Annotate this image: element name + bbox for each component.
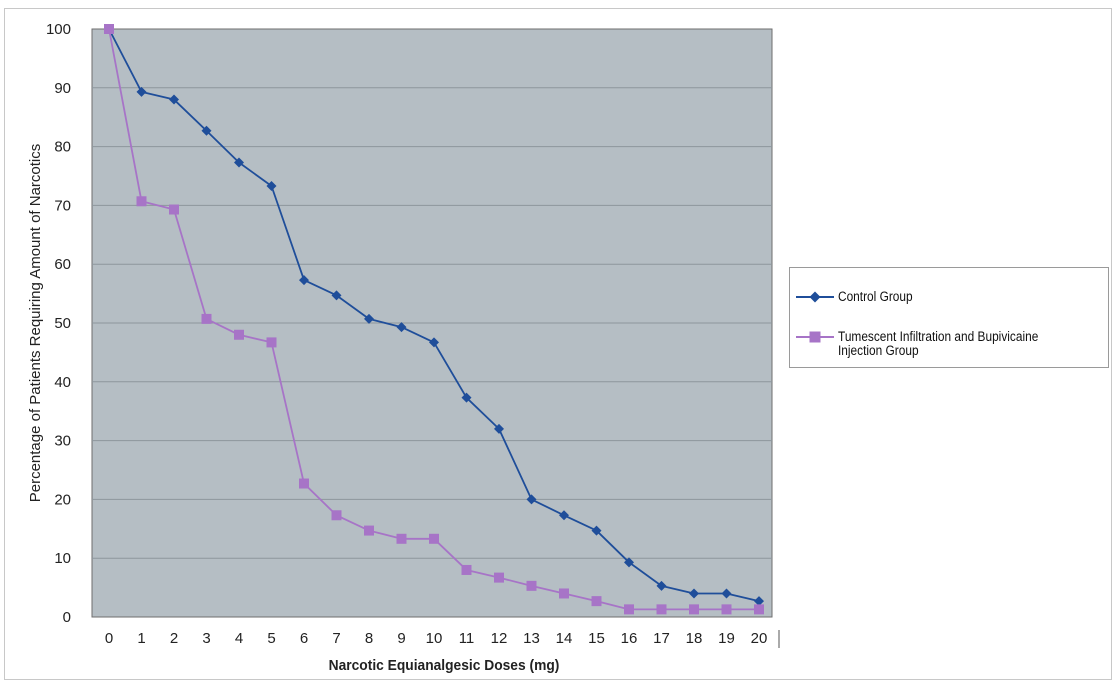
y-tick-label: 50 — [54, 315, 71, 332]
data-point — [364, 313, 374, 324]
x-tick-label: 15 — [588, 630, 605, 647]
y-tick-label: 70 — [54, 197, 71, 214]
data-point — [754, 596, 764, 607]
data-point — [689, 588, 699, 599]
legend-swatch-control — [796, 291, 834, 303]
data-point — [331, 290, 342, 301]
y-tick-label: 100 — [46, 21, 71, 38]
data-point — [591, 525, 602, 536]
y-tick-label: 30 — [54, 433, 71, 450]
data-point — [624, 557, 634, 568]
data-point — [136, 196, 147, 207]
y-axis-ticks: 0 10 20 30 40 50 60 70 80 90 100 — [46, 21, 71, 626]
data-point — [364, 525, 374, 536]
chart-frame — [4, 8, 1112, 680]
data-point — [591, 596, 602, 607]
data-point — [234, 329, 244, 340]
data-point — [559, 588, 569, 599]
x-tick-label: 5 — [267, 630, 275, 647]
data-point — [299, 478, 309, 489]
data-point — [624, 604, 634, 615]
data-point — [169, 94, 179, 105]
y-tick-label: 0 — [63, 609, 71, 626]
data-point — [656, 580, 667, 591]
legend-label-control: Control Group — [838, 289, 913, 304]
data-point — [754, 604, 764, 615]
legend-swatch-tumescent — [796, 331, 834, 343]
data-point — [169, 204, 179, 215]
x-tick-label: 3 — [202, 630, 210, 647]
data-point — [721, 604, 732, 615]
data-point — [656, 604, 667, 615]
x-tick-label: 9 — [397, 630, 405, 647]
y-tick-label: 80 — [54, 139, 71, 156]
data-point — [429, 533, 439, 544]
y-tick-label: 10 — [54, 550, 71, 567]
x-tick-label: 19 — [718, 630, 735, 647]
data-point — [494, 423, 504, 434]
data-point — [526, 580, 537, 591]
data-point — [396, 322, 407, 333]
data-point — [299, 275, 309, 286]
data-point — [689, 604, 699, 615]
x-tick-label: 20 — [751, 630, 768, 647]
y-axis-label: Percentage of Patients Requiring Amount … — [27, 144, 44, 503]
y-tick-label: 20 — [54, 491, 71, 508]
data-point — [104, 24, 114, 34]
data-point — [461, 392, 472, 403]
legend-item-control: Control Group — [796, 290, 1100, 304]
data-point — [331, 510, 342, 521]
data-point — [136, 86, 147, 97]
data-point — [494, 572, 504, 583]
x-tick-label: 18 — [686, 630, 703, 647]
data-point — [234, 157, 244, 168]
data-point — [526, 494, 537, 505]
x-tick-label: 14 — [556, 630, 573, 647]
x-tick-label: 10 — [426, 630, 443, 647]
y-tick-label: 60 — [54, 256, 71, 273]
y-tick-label: 40 — [54, 374, 71, 391]
data-point — [429, 337, 439, 348]
data-point — [201, 313, 212, 324]
series-layer — [104, 24, 764, 615]
x-axis-label: Narcotic Equianalgesic Doses (mg) — [329, 658, 560, 675]
x-tick-label: 13 — [523, 630, 540, 647]
x-tick-label: 1 — [137, 630, 145, 647]
series-control — [104, 24, 764, 607]
x-tick-label: 12 — [491, 630, 508, 647]
data-point — [559, 510, 569, 521]
y-tick-label: 90 — [54, 80, 71, 97]
x-tick-label: 2 — [170, 630, 178, 647]
legend: Control Group Tumescent Infiltration and… — [789, 267, 1109, 368]
x-tick-label: 7 — [332, 630, 340, 647]
x-tick-label: 16 — [621, 630, 638, 647]
x-tick-label: 17 — [653, 630, 670, 647]
x-axis-ticks: 0 1 2 3 4 5 6 7 8 9 10 11 12 13 14 15 16 17 18 19 20 — [105, 630, 780, 648]
data-point — [461, 564, 472, 575]
legend-label-tumescent: Tumescent Infiltration and Bupivicaine I… — [838, 329, 1039, 358]
x-tick-label: 11 — [459, 630, 475, 647]
data-point — [201, 125, 212, 136]
data-point — [721, 588, 732, 599]
series-tumescent — [104, 24, 764, 615]
legend-item-tumescent: Tumescent Infiltration and Bupivicaine I… — [796, 330, 1100, 358]
x-tick-label: 4 — [235, 630, 243, 647]
x-tick-label: 8 — [365, 630, 373, 647]
data-point — [266, 337, 277, 348]
x-tick-label: 6 — [300, 630, 308, 647]
data-point — [266, 180, 277, 191]
x-tick-label: 0 — [105, 630, 113, 647]
data-point — [396, 533, 407, 544]
